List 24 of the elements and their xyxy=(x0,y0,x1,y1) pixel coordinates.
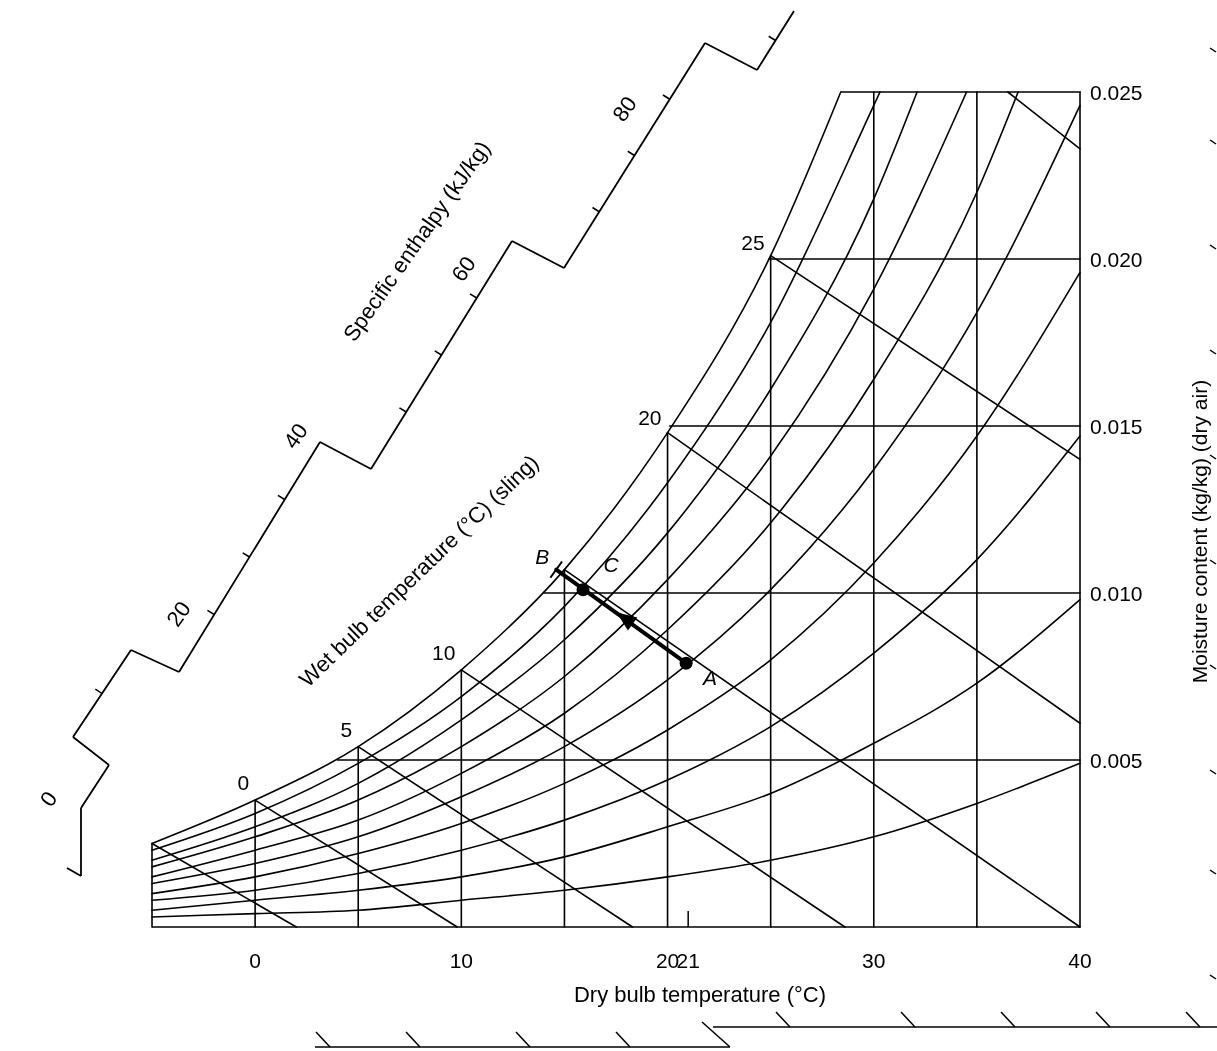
y-tick-label: 0.015 xyxy=(1090,415,1143,438)
annotation: 25 xyxy=(741,230,765,254)
x-tick-label: 30 xyxy=(862,949,886,972)
y-tick-label: 0.010 xyxy=(1090,582,1143,605)
x-tick-label: 10 xyxy=(449,949,474,972)
annotation: 10 xyxy=(431,640,456,664)
annotation: C xyxy=(603,552,620,576)
annotation: 5 xyxy=(340,717,353,741)
annotation: A xyxy=(701,666,718,690)
y-tick-label: 0.020 xyxy=(1090,248,1143,271)
y-axis-title: Moisture content (kg/kg) (dry air) xyxy=(1188,379,1211,684)
x-tick-label: 0 xyxy=(249,949,261,972)
annotation: 60 xyxy=(446,251,481,287)
annotation: 40 xyxy=(278,418,313,454)
y-tick-label: 0.025 xyxy=(1090,81,1143,104)
annotation: 20 xyxy=(161,596,196,632)
y-tick-label: 0.005 xyxy=(1090,749,1143,772)
x-tick-label: 40 xyxy=(1068,949,1092,972)
x-axis-title: Dry bulb temperature (°C) xyxy=(573,982,827,1007)
annotation: B xyxy=(535,544,550,568)
text: 0 xyxy=(34,786,63,812)
annotation: 80 xyxy=(607,91,642,127)
annotation: 20 xyxy=(638,405,662,429)
annotation: 0 xyxy=(237,771,250,795)
